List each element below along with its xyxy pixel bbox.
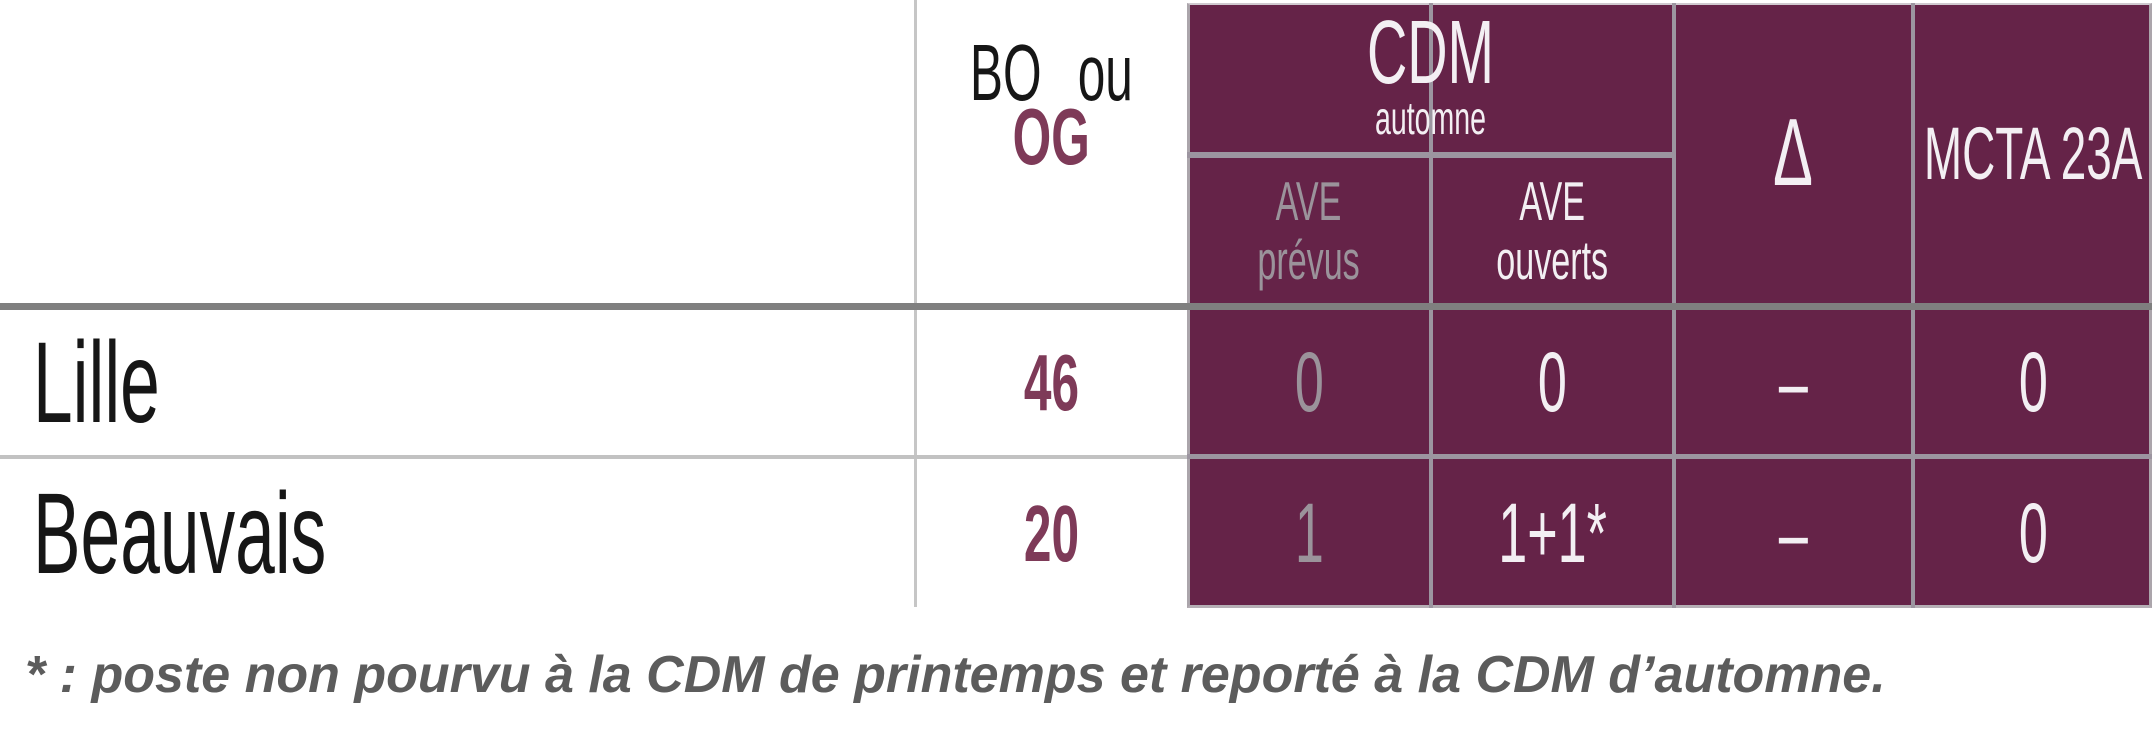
- header-bo-line1: BO ou: [917, 28, 1185, 117]
- row-beauvais-name: Beauvais: [33, 469, 327, 598]
- row-label-beauvais: Beauvais: [33, 460, 893, 607]
- row-beauvais-ave-ouverts-value: 1+1*: [1498, 486, 1607, 580]
- header-ave-ouverts-line2: ouverts: [1496, 229, 1609, 291]
- row-beauvais-ave-ouverts: 1+1*: [1433, 460, 1672, 607]
- row-lille-delta-value: –: [1779, 335, 1808, 429]
- header-bo-line1-label: BO ou: [969, 28, 1133, 117]
- footnote: * : poste non pourvu à la CDM de printem…: [25, 632, 2075, 718]
- row-lille-ave-ouverts-value: 0: [1538, 335, 1567, 429]
- row-lille-name: Lille: [33, 318, 160, 447]
- header-mcta-label: MCTA 23A: [1924, 111, 2143, 195]
- row-lille-ave-prevus-value: 0: [1294, 335, 1324, 429]
- header-cdm-title: CDM: [1189, 3, 1672, 103]
- divider-row1-row2-inner: [1187, 454, 2152, 459]
- header-bo-line2: OG: [917, 92, 1185, 181]
- row-beauvais-delta-value: –: [1779, 486, 1808, 580]
- header-ave-ouverts: AVE ouverts: [1433, 162, 1672, 300]
- header-ave-prevus: AVE prévus: [1189, 162, 1429, 300]
- row-lille-bo-og: 46: [917, 310, 1185, 455]
- header-og-label: OG: [1012, 92, 1090, 181]
- row-beauvais-mcta-value: 0: [2019, 486, 2048, 580]
- row-lille-ave-ouverts: 0: [1433, 310, 1672, 455]
- header-cdm-subtitle: automne: [1189, 92, 1672, 144]
- row-beauvais-ave-prevus-value: 1: [1294, 486, 1324, 580]
- row-lille-mcta: 0: [1915, 310, 2152, 455]
- footnote-text: * : poste non pourvu à la CDM de printem…: [25, 646, 1886, 704]
- header-cdm-subtitle-label: automne: [1374, 92, 1486, 144]
- row-beauvais-delta: –: [1676, 460, 1911, 607]
- row-label-lille: Lille: [33, 310, 893, 455]
- header-ave-prevus-line1: AVE: [1276, 169, 1342, 232]
- row-beauvais-mcta: 0: [1915, 460, 2152, 607]
- delta-icon: Δ: [1773, 99, 1814, 206]
- divider-cdm-subheader: [1187, 152, 1676, 158]
- header-mcta: MCTA 23A: [1915, 3, 2152, 303]
- row-beauvais-bo-og-value: 20: [1023, 488, 1079, 578]
- header-cdm-title-label: CDM: [1366, 2, 1495, 103]
- divider-row1-row2-light: [0, 455, 1187, 459]
- row-lille-ave-prevus: 0: [1189, 310, 1429, 455]
- header-ave-ouverts-line1: AVE: [1519, 169, 1586, 232]
- row-beauvais-ave-prevus: 1: [1189, 460, 1429, 607]
- header-ave-prevus-line2: prévus: [1257, 229, 1361, 291]
- header-delta: Δ: [1676, 3, 1911, 303]
- row-lille-bo-og-value: 46: [1023, 337, 1079, 427]
- row-lille-mcta-value: 0: [2019, 335, 2048, 429]
- row-beauvais-bo-og: 20: [917, 460, 1185, 607]
- divider-header-body: [0, 303, 2152, 310]
- row-lille-delta: –: [1676, 310, 1911, 455]
